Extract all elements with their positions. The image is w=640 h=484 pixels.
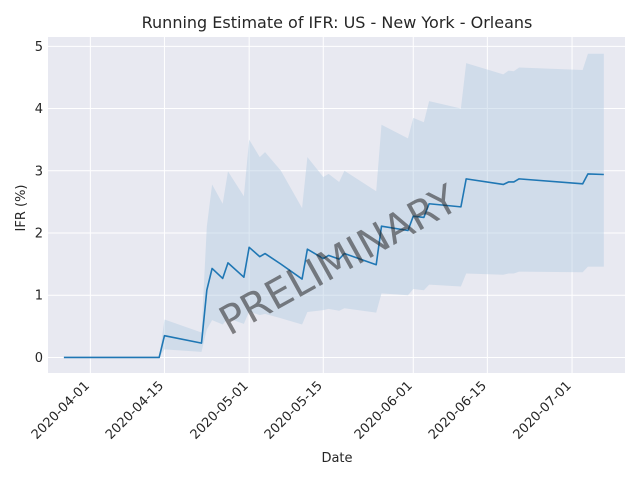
x-tick-label: 2020-07-01 xyxy=(511,379,575,443)
chart-title: Running Estimate of IFR: US - New York -… xyxy=(142,13,533,32)
x-tick-label: 2020-04-01 xyxy=(29,379,93,443)
x-tick-label: 2020-06-15 xyxy=(426,379,490,443)
y-tick-label: 2 xyxy=(35,227,43,242)
y-axis-label: IFR (%) xyxy=(14,185,29,232)
y-tick-labels: 0 1 2 3 4 5 xyxy=(35,40,43,366)
x-axis-label: Date xyxy=(321,451,352,466)
y-tick-label: 1 xyxy=(35,289,43,304)
x-tick-label: 2020-04-15 xyxy=(103,379,167,443)
y-tick-label: 4 xyxy=(35,102,43,117)
y-tick-label: 5 xyxy=(35,40,43,55)
x-tick-label: 2020-05-01 xyxy=(188,379,252,443)
x-tick-label: 2020-06-01 xyxy=(352,379,416,443)
y-tick-label: 3 xyxy=(35,164,43,179)
x-tick-label: 2020-05-15 xyxy=(262,379,326,443)
y-tick-label: 0 xyxy=(35,351,43,366)
